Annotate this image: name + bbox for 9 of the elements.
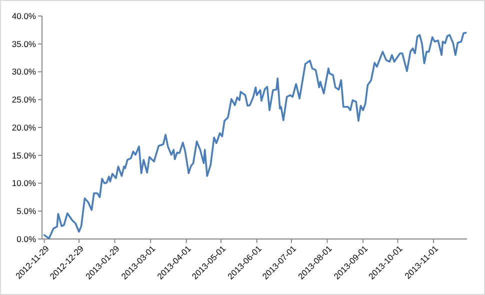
y-tick-label: 0.0% [16, 234, 36, 244]
y-tick-label: 15.0% [12, 150, 36, 160]
y-tick-label: 20.0% [12, 122, 36, 132]
y-tick-label: 25.0% [12, 94, 36, 105]
y-tick-label: 35.0% [12, 38, 36, 49]
y-tick-label: 5.0% [16, 206, 36, 216]
y-tick-label: 40.0% [12, 10, 36, 21]
y-tick-label: 30.0% [12, 66, 36, 77]
y-tick-label: 10.0% [12, 178, 36, 188]
